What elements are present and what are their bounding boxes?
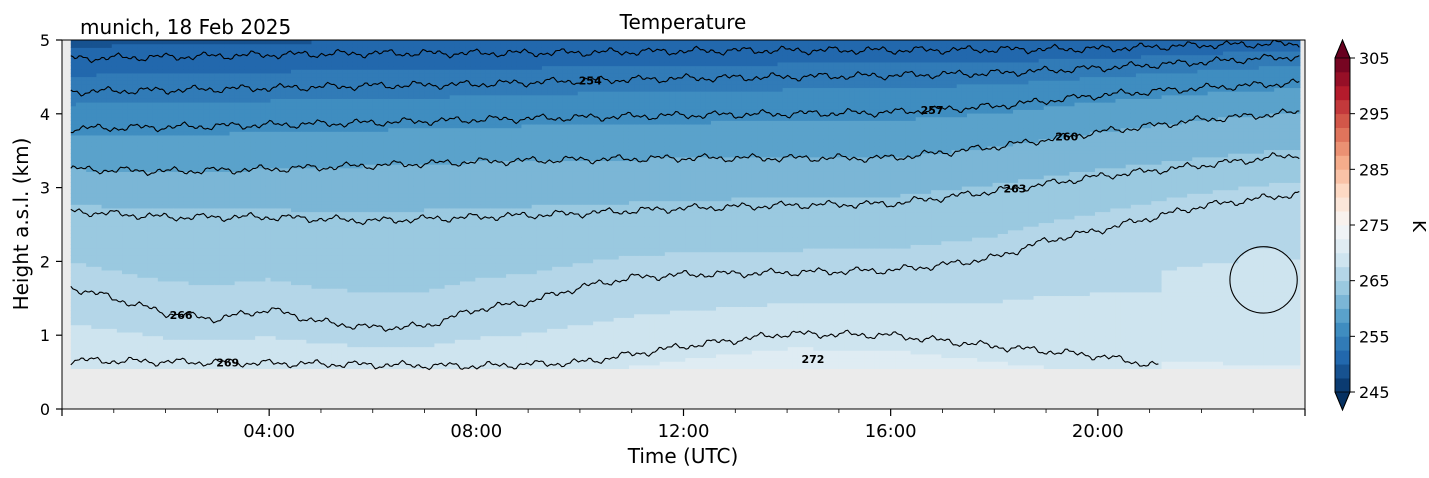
chart-subtitle: munich, 18 Feb 2025 [80,15,291,39]
contour-label-266: 266 [170,309,193,322]
colorbar-extend-max [1335,40,1350,58]
colorbar-segment [1335,86,1350,100]
y-tick-label: 0 [40,400,50,419]
colorbar: 245 255 265 275 285 295 305 [1335,40,1390,410]
colorbar-tick-label: 285 [1359,160,1390,179]
colorbar-extend-min [1335,392,1350,410]
colorbar-tick-label: 265 [1359,272,1390,291]
y-tick-label: 4 [40,105,50,124]
y-tick-label: 3 [40,179,50,198]
temperature-chart: munich, 18 Feb 2025 Temperature 25425726… [0,0,1429,478]
colorbar-segment [1335,169,1350,183]
colorbar-segment [1335,253,1350,267]
chart-title: Temperature [619,10,747,34]
colorbar-segment [1335,128,1350,142]
y-axis: 0 1 2 3 4 5 [40,31,62,419]
colorbar-segment [1335,142,1350,156]
colorbar-segment [1335,281,1350,295]
x-tick-label: 16:00 [865,421,917,442]
colorbar-segment [1335,225,1350,239]
y-tick-label: 2 [40,252,50,271]
x-axis: 04:00 08:00 12:00 16:00 20:00 [62,409,1305,442]
x-axis-label: Time (UTC) [627,444,739,468]
colorbar-segment [1335,350,1350,364]
colorbar-segment [1335,58,1350,72]
colorbar-segment [1335,322,1350,336]
colorbar-tick-label: 295 [1359,105,1390,124]
colorbar-tick-label: 255 [1359,327,1390,346]
colorbar-segment [1335,72,1350,86]
colorbar-segment [1335,155,1350,169]
colorbar-segment [1335,100,1350,114]
x-tick-label: 20:00 [1072,421,1124,442]
contour-label-254: 254 [579,74,602,87]
contour-label-263: 263 [1003,182,1026,195]
colorbar-segment [1335,364,1350,378]
x-tick-label: 08:00 [450,421,502,442]
y-axis-label: Height a.s.l. (km) [9,138,33,311]
colorbar-segment [1335,267,1350,281]
colorbar-label: K [1408,220,1429,233]
colorbar-tick-label: 245 [1359,383,1390,402]
temperature-field [71,40,1301,369]
contour-label-269: 269 [216,357,239,370]
colorbar-segment [1335,309,1350,323]
colorbar-tick-label: 305 [1359,49,1390,68]
colorbar-segment [1335,183,1350,197]
colorbar-segment [1335,336,1350,350]
contour-label-272: 272 [801,353,824,366]
colorbar-segment [1335,239,1350,253]
x-tick-label: 12:00 [658,421,710,442]
contour-label-257: 257 [921,104,944,117]
y-tick-label: 1 [40,326,50,345]
colorbar-segment [1335,114,1350,128]
colorbar-segment [1335,211,1350,225]
colorbar-segment [1335,197,1350,211]
colorbar-segment [1335,378,1350,392]
colorbar-tick-label: 275 [1359,216,1390,235]
colorbar-segment [1335,295,1350,309]
x-tick-label: 04:00 [243,421,295,442]
y-tick-label: 5 [40,31,50,50]
contour-label-260: 260 [1055,131,1078,144]
